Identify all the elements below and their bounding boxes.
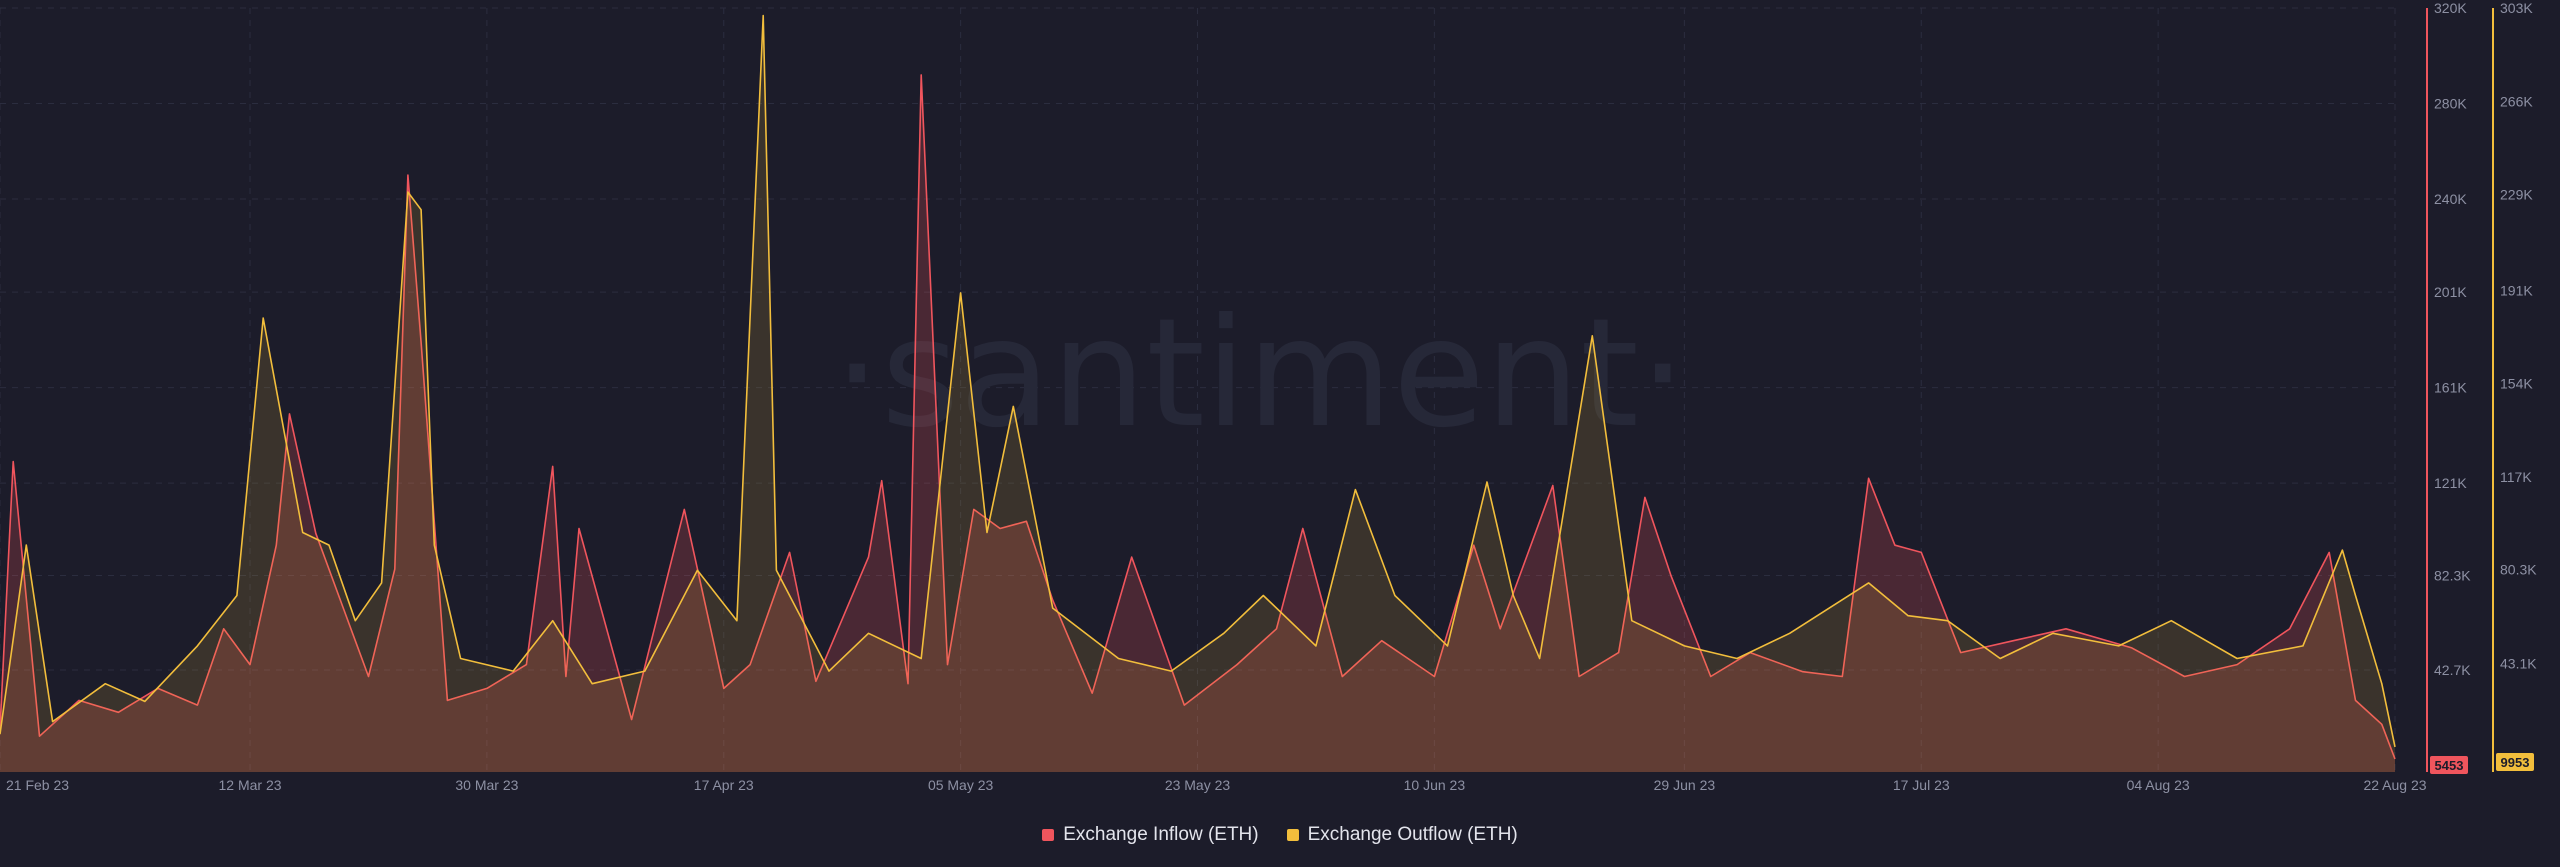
grid [0,7,2396,772]
legend: Exchange Inflow (ETH) Exchange Outflow (… [0,820,2560,850]
x-axis-ticks: 21 Feb 23 12 Mar 23 30 Mar 23 17 Apr 23 05 M… [6,777,2427,793]
outflow-tick-label: 303K [2500,0,2533,16]
inflow-tick-label: 121K [2434,475,2467,491]
outflow-tick-label: 80.3K [2500,562,2537,578]
x-tick-label: 21 Feb 23 [6,777,69,793]
x-tick-label: 04 Aug 23 [2127,777,2190,793]
x-tick-label: 22 Aug 23 [2363,777,2426,793]
inflow-tick-label: 201K [2434,284,2467,300]
inflow-tick-label: 320K [2434,0,2467,16]
x-tick-label: 17 Jul 23 [1893,777,1950,793]
series-area-outflow [0,15,2395,773]
last-value-badges: 5453 9953 [2430,753,2534,774]
x-tick-label: 30 Mar 23 [455,777,518,793]
outflow-tick-label: 266K [2500,93,2533,109]
inflow-tick-label: 280K [2434,96,2467,112]
inflow-last-value-text: 5453 [2435,758,2464,773]
series-area-inflow [0,74,2395,772]
series-line-outflow [0,14,2396,748]
outflow-tick-label: 191K [2500,282,2533,298]
legend-item-inflow[interactable]: Exchange Inflow (ETH) [1042,824,1259,846]
x-tick-label: 29 Jun 23 [1654,777,1716,793]
inflow-tick-label: 161K [2434,380,2467,396]
legend-label-inflow: Exchange Inflow (ETH) [1063,824,1259,845]
inflow-swatch [1042,829,1055,841]
series-layer [0,14,2396,773]
outflow-tick-label: 229K [2500,187,2533,203]
series-line-inflow [0,74,2396,760]
legend-label-outflow: Exchange Outflow (ETH) [1307,824,1518,845]
inflow-tick-label: 42.7K [2434,662,2471,678]
inflow-tick-label: 82.3K [2434,568,2471,584]
outflow-axis-ticks: 303K 266K 229K 191K 154K 117K 80.3K 43.1K [2500,0,2537,671]
x-tick-label: 23 May 23 [1165,777,1231,793]
outflow-tick-label: 117K [2500,469,2532,485]
inflow-last-value-badge [2430,756,2468,774]
x-tick-label: 17 Apr 23 [694,777,754,793]
legend-item-outflow[interactable]: Exchange Outflow (ETH) [1286,824,1518,846]
outflow-swatch [1286,829,1299,841]
x-tick-label: 10 Jun 23 [1404,777,1466,793]
outflow-tick-label: 43.1K [2500,655,2537,671]
outflow-last-value-text: 9953 [2501,755,2530,770]
outflow-last-value-badge [2496,753,2534,771]
inflow-tick-label: 240K [2434,191,2467,207]
inflow-axis-ticks: 320K 280K 240K 201K 161K 121K 82.3K 42.7K [2434,0,2471,678]
x-tick-label: 05 May 23 [928,777,994,793]
outflow-tick-label: 154K [2500,376,2533,392]
x-tick-label: 12 Mar 23 [219,777,282,793]
